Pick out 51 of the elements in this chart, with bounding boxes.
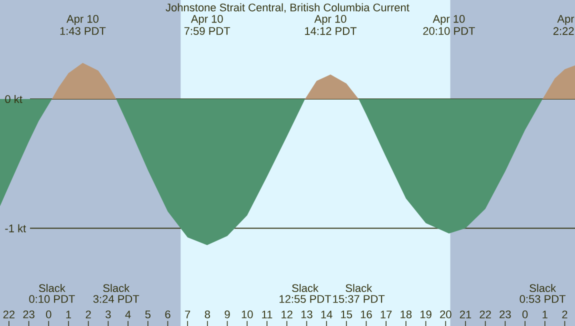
x-tick-label: 3: [106, 310, 111, 318]
x-tick-label: 2: [562, 310, 568, 318]
x-tick-label: 20: [440, 310, 452, 318]
annotation: Slack: [346, 284, 372, 292]
x-tick-label: 1: [66, 310, 72, 318]
x-tick-label: 0: [46, 310, 52, 318]
annotation: 7:59 PDT: [184, 26, 230, 35]
chart-title: Johnstone Strait Central, British Columbia Current: [166, 3, 410, 12]
annotation: 1:43 PDT: [60, 26, 106, 35]
x-tick-label: 0: [522, 310, 528, 318]
x-tick-label: 19: [420, 310, 432, 318]
x-tick-label: 5: [145, 310, 150, 318]
x-tick-label: 7: [185, 310, 190, 318]
x-tick-label: 17: [380, 310, 392, 318]
x-tick-label: 1: [542, 310, 548, 318]
x-tick-label: 6: [165, 310, 170, 318]
x-tick-label: 10: [242, 310, 253, 318]
annotation: 3:24 PDT: [93, 294, 140, 303]
annotation: Apr: [557, 14, 574, 25]
annotation: Slack: [292, 284, 318, 292]
x-tick-label: 16: [360, 310, 372, 318]
annotation: 0:53 PDT: [520, 294, 566, 303]
y-tick-label: -1 kt: [5, 224, 26, 232]
x-tick-label: 11: [262, 310, 272, 318]
annotation: Slack: [530, 284, 556, 292]
x-tick-label: 2: [86, 310, 91, 318]
x-tick-label: 8: [204, 310, 210, 318]
x-tick-label: 9: [224, 310, 230, 318]
annotation: Slack: [103, 284, 130, 292]
x-tick-label: 15: [341, 310, 352, 318]
annotation: Apr 10: [432, 14, 465, 25]
annotation: Slack: [39, 284, 66, 292]
x-tick-label: 18: [400, 310, 412, 318]
x-tick-label: 13: [301, 310, 312, 318]
x-tick-label: 21: [460, 310, 472, 318]
x-tick-label: 22: [3, 310, 14, 318]
annotation: Apr 10: [314, 14, 346, 25]
annotation: 12:55 PDT: [280, 294, 332, 303]
x-tick-label: 14: [321, 310, 332, 318]
x-tick-label: 4: [125, 310, 131, 318]
x-tick-label: 23: [500, 310, 511, 318]
annotation: Apr 10: [66, 14, 98, 25]
annotation: Apr 10: [190, 14, 223, 25]
x-tick-label: 12: [282, 310, 292, 318]
x-tick-label: 22: [480, 310, 491, 318]
annotation: 20:10 PDT: [423, 26, 475, 35]
annotation: 2:22: [553, 26, 574, 35]
annotation: 0:10 PDT: [29, 294, 75, 303]
annotation: 15:37 PDT: [333, 294, 385, 303]
x-tick-label: 23: [23, 310, 34, 318]
annotation: 14:12 PDT: [305, 26, 357, 35]
